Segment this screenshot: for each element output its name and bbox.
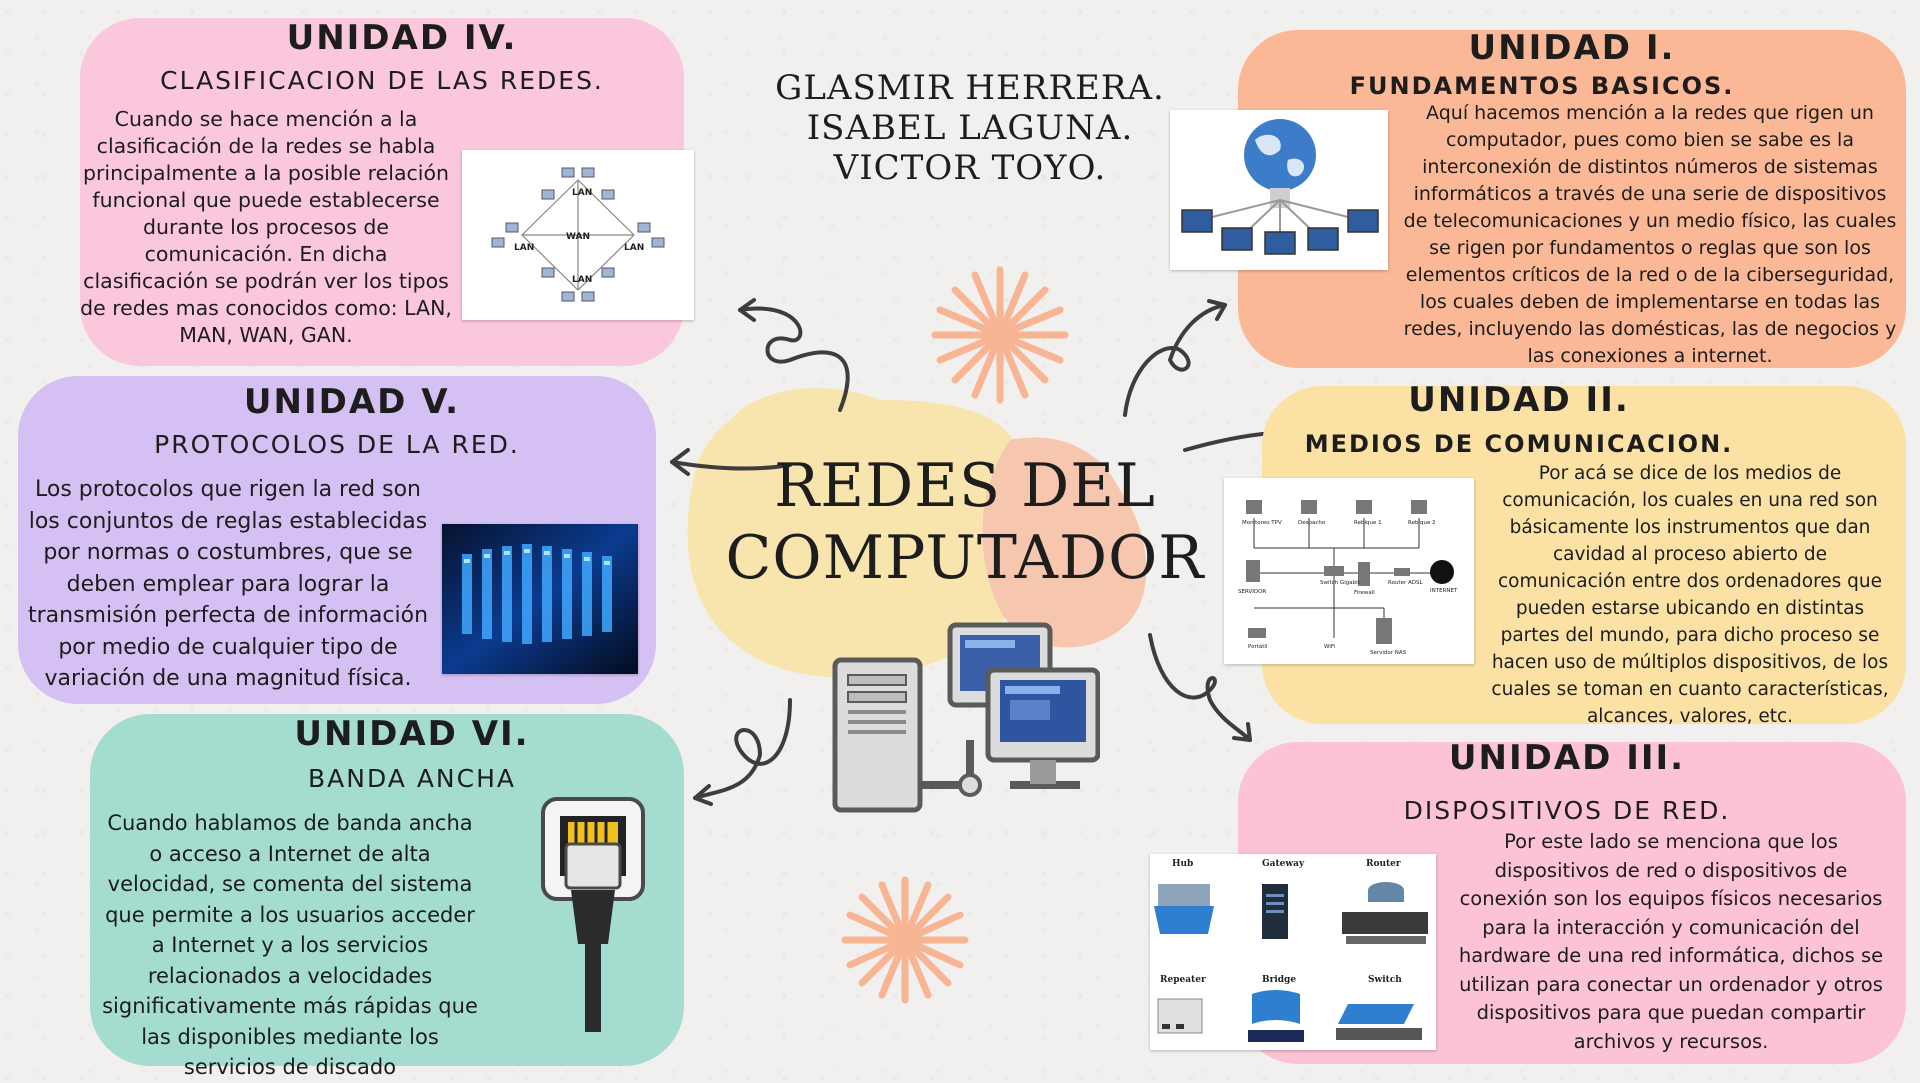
unit-heading: UNIDAD II. <box>1408 380 1630 420</box>
unit-iii-card: UNIDAD III. DISPOSITIVOS DE RED. Por est… <box>1150 738 1906 1064</box>
unit-text: Los protocolos que rigen la red son los … <box>27 477 429 691</box>
ethernet-cable-icon <box>541 797 645 1032</box>
unit-subtitle: FUNDAMENTOS BASICOS. <box>1349 72 1735 100</box>
diagram-label: LAN <box>572 275 592 285</box>
device-label: Switch <box>1368 975 1402 985</box>
unit-subtitle: BANDA ANCHA <box>308 764 516 793</box>
network-topology-image: Monitoreo TPV Despacho Rebique 1 Rebique… <box>1224 478 1474 664</box>
unit-heading: UNIDAD IV. <box>286 18 518 58</box>
arrow-to-unit-i <box>1123 303 1227 417</box>
unit-ii-card: UNIDAD II. MEDIOS DE COMUNICACION. Por a… <box>1224 380 1906 727</box>
network-classification-image: LAN LAN WAN LAN LAN <box>462 150 694 320</box>
unit-text: Por acá se dice de los medios de comunic… <box>1491 463 1889 727</box>
diagram-label: Rebique 1 <box>1354 520 1382 526</box>
diagram-label: Router ADSL <box>1388 580 1423 586</box>
diagram-label: Servidor NAS <box>1370 650 1407 656</box>
diagram-label: LAN <box>514 243 534 253</box>
diagram-label: INTERNET <box>1430 588 1458 594</box>
diagram-label: Rebique 2 <box>1408 520 1436 526</box>
yellow-blob <box>687 388 1041 678</box>
device-label: Gateway <box>1262 859 1305 869</box>
unit-subtitle: PROTOCOLOS DE LA RED. <box>154 430 520 459</box>
connector-arrows <box>670 298 1297 806</box>
author-name: GLASMIR HERRERA. <box>775 68 1165 108</box>
author-name: VICTOR TOYO. <box>833 148 1107 188</box>
diagram-label: Switch Gigabit <box>1320 580 1361 586</box>
unit-text: Aquí hacemos mención a la redes que rige… <box>1403 102 1897 367</box>
diagram-label: LAN <box>624 243 644 253</box>
device-label: Bridge <box>1262 975 1296 985</box>
diagram-label: LAN <box>572 188 592 198</box>
unit-heading: UNIDAD VI. <box>294 714 530 754</box>
diagram-label: WiFi <box>1324 644 1336 650</box>
diagram-label: Monitoreo TPV <box>1242 520 1282 526</box>
arrow-to-unit-iii <box>1148 633 1252 742</box>
peach-blob <box>982 437 1147 648</box>
unit-i-card: UNIDAD I. FUNDAMENTOS BASICOS. Aquí hace… <box>1170 28 1906 368</box>
authors: GLASMIR HERRERA. ISABEL LAGUNA. VICTOR T… <box>760 68 1180 188</box>
diagram-label: Despacho <box>1298 520 1326 526</box>
arrow-to-unit-v <box>670 460 792 471</box>
device-label: Repeater <box>1160 975 1206 985</box>
unit-text: Cuando se hace mención a la clasificació… <box>80 107 452 347</box>
server-rack-image <box>442 524 638 674</box>
unit-heading: UNIDAD III. <box>1448 738 1686 778</box>
diagram-label: WAN <box>566 232 590 242</box>
starburst-top-icon <box>931 266 1069 404</box>
unit-text: Por este lado se menciona que los dispos… <box>1458 830 1884 1053</box>
unit-heading: UNIDAD I. <box>1468 28 1676 68</box>
unit-text: Cuando hablamos de banda ancha o acceso … <box>102 811 478 1079</box>
unit-subtitle: DISPOSITIVOS DE RED. <box>1403 796 1731 825</box>
unit-heading: UNIDAD V. <box>243 382 461 422</box>
unit-vi-card: UNIDAD VI. BANDA ANCHA Cuando hablamos d… <box>90 714 684 1079</box>
computer-network-icon <box>832 622 1100 813</box>
diagram-label: SERVIDOR <box>1238 589 1266 595</box>
unit-iv-card: UNIDAD IV. CLASIFICACION DE LAS REDES. C… <box>80 18 694 366</box>
diagram-label: Portátil <box>1248 643 1268 650</box>
arrow-to-unit-vi <box>693 698 792 800</box>
network-devices-image: Hub Gateway Router Repeater Bridge Switc… <box>1150 854 1436 1050</box>
unit-subtitle: CLASIFICACION DE LAS REDES. <box>160 66 604 95</box>
unit-v-card: UNIDAD V. PROTOCOLOS DE LA RED. Los prot… <box>18 376 656 704</box>
author-name: ISABEL LAGUNA. <box>806 108 1134 148</box>
globe-network-image <box>1170 110 1388 270</box>
diagram-label: Firewall <box>1354 590 1375 596</box>
page-title: REDES DEL COMPUTADOR <box>725 451 1205 593</box>
device-label: Router <box>1366 859 1401 869</box>
device-label: Hub <box>1172 859 1193 869</box>
unit-subtitle: MEDIOS DE COMUNICACION. <box>1304 430 1734 458</box>
starburst-bottom-icon <box>841 876 969 1004</box>
arrow-to-unit-iv <box>738 306 850 412</box>
